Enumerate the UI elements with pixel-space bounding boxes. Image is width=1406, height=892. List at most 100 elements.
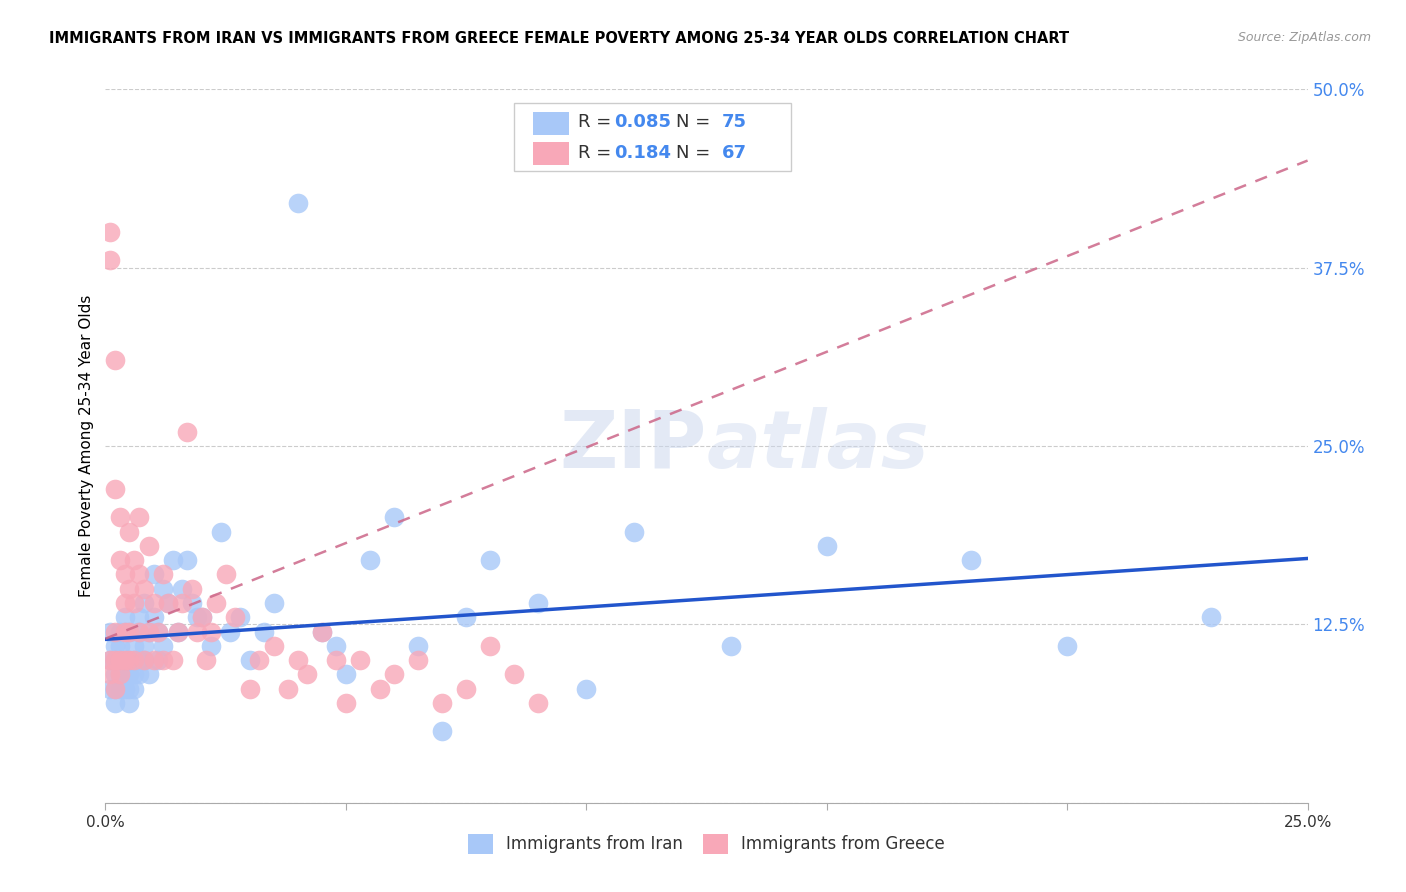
Point [1201, 610, 1223, 624]
Point [224, 610, 246, 624]
Point [118, 624, 141, 639]
Point [104, 639, 127, 653]
Point [311, 624, 333, 639]
Point [104, 667, 127, 681]
Point [104, 482, 127, 496]
Point [297, 667, 319, 681]
Point [104, 653, 127, 667]
Point [118, 624, 141, 639]
Point [118, 653, 141, 667]
Point [181, 582, 204, 596]
FancyBboxPatch shape [533, 142, 569, 165]
Point [205, 596, 228, 610]
Point [98, 225, 121, 239]
Point [190, 610, 212, 624]
Point [128, 624, 150, 639]
Point [124, 653, 146, 667]
Point [406, 639, 429, 653]
Point [335, 696, 357, 710]
Point [263, 639, 285, 653]
Point [124, 681, 146, 696]
Point [503, 667, 526, 681]
Point [176, 425, 198, 439]
Point [132, 596, 155, 610]
Point [247, 653, 270, 667]
Point [200, 639, 222, 653]
Point [108, 639, 131, 653]
Point [128, 567, 150, 582]
Text: 0.085: 0.085 [614, 113, 671, 131]
Point [132, 582, 155, 596]
Point [114, 624, 136, 639]
Point [124, 639, 146, 653]
Text: 75: 75 [723, 113, 747, 131]
Point [239, 653, 262, 667]
Point [325, 653, 347, 667]
Point [124, 553, 146, 567]
Point [527, 696, 550, 710]
Point [287, 196, 309, 211]
Point [118, 653, 141, 667]
Text: IMMIGRANTS FROM IRAN VS IMMIGRANTS FROM GREECE FEMALE POVERTY AMONG 25-34 YEAR O: IMMIGRANTS FROM IRAN VS IMMIGRANTS FROM … [49, 31, 1070, 46]
Point [138, 624, 160, 639]
Point [114, 567, 136, 582]
Point [114, 610, 136, 624]
Point [219, 624, 242, 639]
Point [108, 681, 131, 696]
Point [527, 596, 550, 610]
Point [118, 681, 141, 696]
Point [311, 624, 333, 639]
Point [382, 667, 405, 681]
Point [172, 596, 194, 610]
Point [114, 596, 136, 610]
Point [114, 624, 136, 639]
Point [108, 653, 131, 667]
Point [148, 624, 170, 639]
Text: R =: R = [578, 113, 617, 131]
Point [1056, 639, 1078, 653]
Point [108, 667, 131, 681]
Point [156, 596, 179, 610]
Point [132, 639, 155, 653]
Point [138, 667, 160, 681]
Point [128, 667, 150, 681]
Point [176, 553, 198, 567]
Point [277, 681, 299, 696]
Point [152, 582, 174, 596]
Point [118, 582, 141, 596]
Point [128, 653, 150, 667]
Point [142, 567, 165, 582]
Point [368, 681, 391, 696]
Point [114, 681, 136, 696]
Text: N =: N = [676, 113, 717, 131]
Point [104, 681, 127, 696]
Point [430, 724, 453, 739]
Point [382, 510, 405, 524]
Point [108, 667, 131, 681]
Point [195, 653, 218, 667]
Point [118, 667, 141, 681]
Text: ZIP: ZIP [560, 407, 707, 485]
Point [118, 696, 141, 710]
Point [623, 524, 645, 539]
Point [172, 582, 194, 596]
Point [430, 696, 453, 710]
Point [98, 653, 121, 667]
Point [142, 653, 165, 667]
Point [200, 624, 222, 639]
Point [108, 653, 131, 667]
Point [128, 624, 150, 639]
Point [104, 624, 127, 639]
Point [132, 653, 155, 667]
Point [98, 681, 121, 696]
Point [142, 610, 165, 624]
Point [152, 567, 174, 582]
Point [162, 553, 184, 567]
Point [128, 610, 150, 624]
Point [349, 653, 371, 667]
Point [104, 653, 127, 667]
Point [124, 596, 146, 610]
FancyBboxPatch shape [533, 112, 569, 135]
FancyBboxPatch shape [515, 103, 790, 171]
Point [148, 653, 170, 667]
